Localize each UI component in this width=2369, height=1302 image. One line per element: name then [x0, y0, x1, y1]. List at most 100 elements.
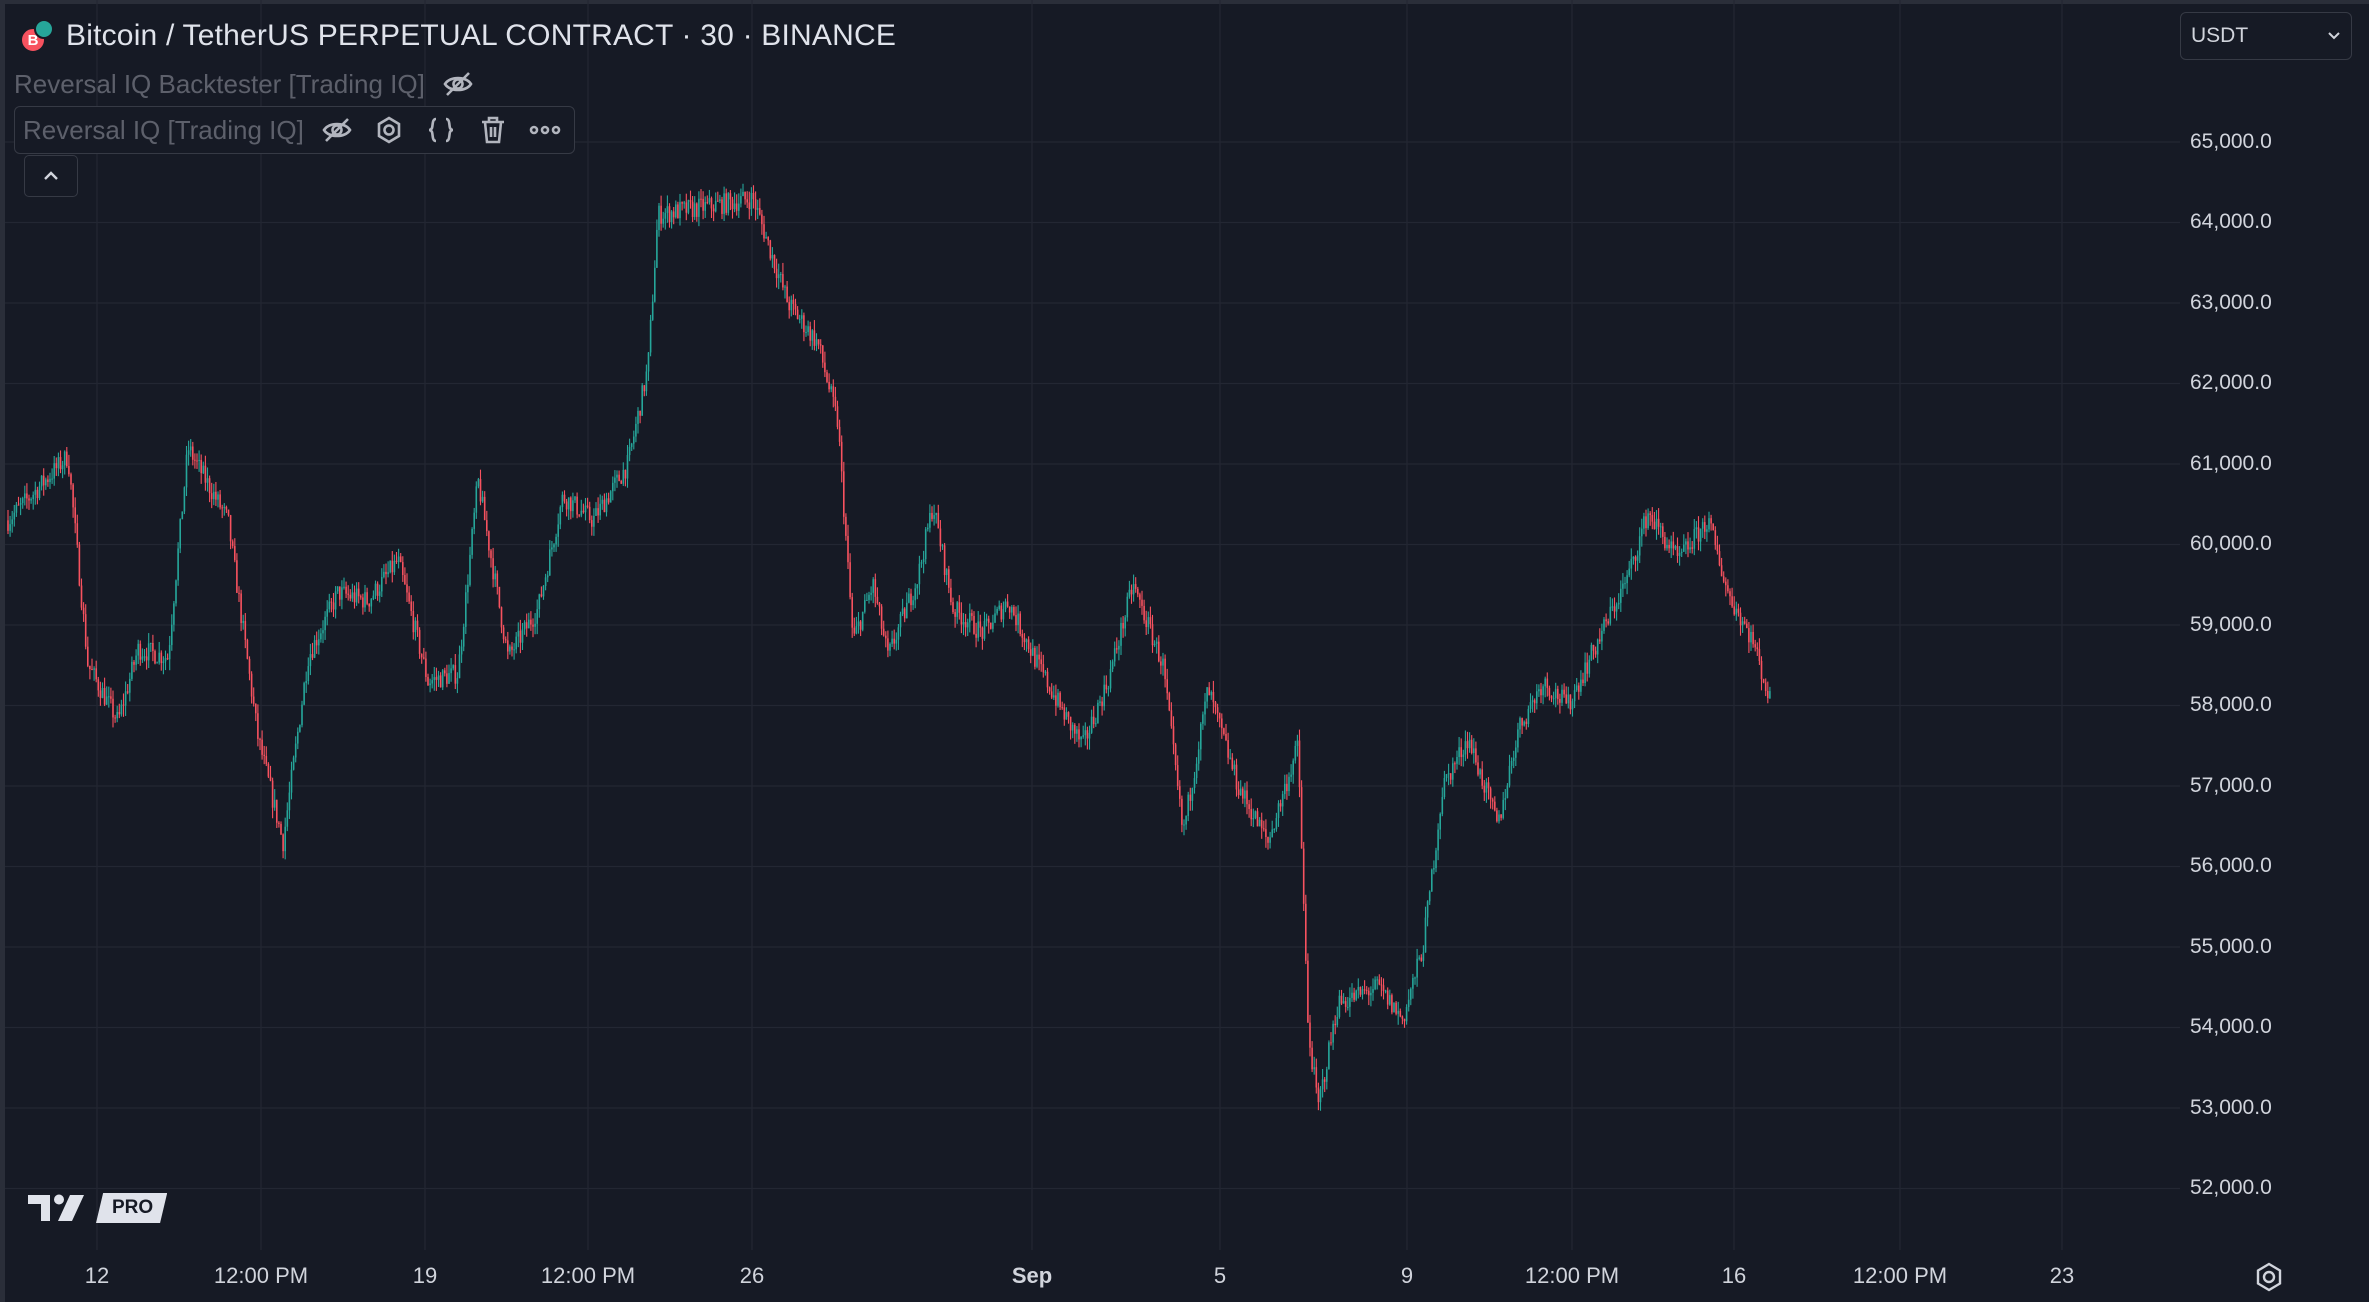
candle-body: [1603, 619, 1605, 631]
chart-title[interactable]: Bitcoin / TetherUS PERPETUAL CONTRACT · …: [66, 19, 897, 52]
trash-icon[interactable]: [474, 111, 512, 149]
candle-body: [1722, 576, 1725, 582]
candle-body: [1349, 997, 1351, 1007]
more-icon[interactable]: [526, 111, 564, 149]
candle-body: [668, 206, 671, 222]
candle-body: [1279, 803, 1282, 807]
candle-body: [1235, 764, 1238, 790]
candle-body: [1185, 816, 1187, 825]
candle-body: [74, 507, 76, 524]
candle-body: [824, 362, 826, 373]
candle-body: [1414, 977, 1416, 979]
eye-off-icon[interactable]: [318, 111, 356, 149]
candle-body: [1147, 617, 1150, 628]
candle-body: [771, 254, 774, 259]
candle-body: [1013, 607, 1015, 616]
candle-body: [1317, 1087, 1320, 1103]
candle-body: [131, 661, 133, 679]
candle-body: [1153, 643, 1156, 646]
candle-body: [240, 593, 242, 624]
candle-body: [876, 596, 879, 604]
chevron-down-icon: [2328, 32, 2340, 40]
candle-body: [927, 527, 929, 530]
indicator-legend-reversal-iq[interactable]: Reversal IQ [Trading IQ]: [14, 106, 575, 154]
candle-body: [1181, 798, 1183, 825]
candle-body: [542, 585, 545, 597]
candle-body: [731, 199, 734, 210]
candle-body: [819, 344, 822, 346]
candle-body: [580, 510, 583, 516]
candle-body: [920, 562, 923, 564]
candle-body: [1521, 718, 1523, 726]
candle-body: [805, 332, 807, 334]
indicator-legend-backtester[interactable]: Reversal IQ Backtester [Trading IQ]: [14, 62, 477, 106]
candle-body: [1762, 679, 1765, 683]
candle-body: [406, 584, 408, 593]
candle-body: [979, 621, 982, 628]
candle-body: [1697, 527, 1700, 542]
candle-body: [788, 302, 790, 311]
indicator-label[interactable]: Reversal IQ [Trading IQ]: [23, 114, 304, 145]
candle-body: [677, 204, 679, 219]
candle-body: [1300, 787, 1303, 849]
candle-body: [347, 593, 349, 595]
candle-body: [19, 502, 22, 505]
candle-body: [1277, 803, 1280, 819]
candle-body: [614, 477, 616, 483]
candle-body: [662, 218, 664, 224]
candle-body: [1746, 623, 1748, 629]
candle-body: [280, 823, 282, 835]
candle-body: [782, 274, 784, 288]
candle-body: [57, 457, 60, 469]
candle-body: [1204, 701, 1206, 715]
candle-body: [840, 441, 843, 472]
window-frame-top: [0, 0, 2369, 4]
tradingview-logo[interactable]: PRO: [28, 1192, 168, 1224]
candle-body: [1384, 990, 1387, 992]
source-code-icon[interactable]: [422, 111, 460, 149]
candle-body: [593, 515, 595, 527]
collapse-legend-button[interactable]: [24, 155, 78, 197]
candle-body: [540, 594, 543, 597]
candle-body: [1231, 757, 1234, 770]
candle-body: [1399, 1010, 1402, 1017]
indicator-label[interactable]: Reversal IQ Backtester [Trading IQ]: [14, 68, 425, 99]
candle-body: [322, 630, 324, 634]
settings-icon[interactable]: [370, 111, 408, 149]
candle-body: [78, 544, 81, 586]
candle-body: [404, 575, 406, 585]
candle-body: [624, 469, 627, 479]
candle-body: [63, 451, 66, 466]
candle-body: [645, 371, 648, 392]
gear-icon[interactable]: [2252, 1260, 2286, 1294]
candle-body: [158, 652, 160, 663]
candle-body: [290, 769, 293, 793]
candle-body: [1256, 811, 1259, 827]
candle-body: [1693, 529, 1696, 549]
candle-body: [1691, 547, 1693, 549]
candle-body: [628, 446, 631, 456]
candle-body: [1607, 621, 1609, 624]
candle-body: [1622, 583, 1624, 589]
candle-body: [1689, 547, 1691, 550]
candle-body: [114, 717, 116, 719]
candle-body: [1389, 995, 1391, 1005]
candle-body: [717, 200, 719, 202]
candle-body: [1418, 957, 1420, 959]
eye-off-icon[interactable]: [439, 65, 477, 103]
candle-body: [427, 676, 429, 686]
candle-body: [1760, 660, 1763, 680]
candle-body: [1452, 763, 1454, 780]
candle-body: [1128, 589, 1131, 597]
candle-body: [284, 826, 286, 852]
candle-body: [551, 547, 553, 550]
candle-body: [1483, 785, 1486, 793]
candle-body: [1487, 782, 1490, 789]
candle-body: [1168, 693, 1171, 711]
candle-body: [1731, 596, 1733, 607]
currency-select[interactable]: USDT: [2180, 12, 2352, 60]
candle-body: [780, 274, 782, 276]
candle-body: [1433, 868, 1435, 870]
candle-body: [1764, 682, 1767, 691]
